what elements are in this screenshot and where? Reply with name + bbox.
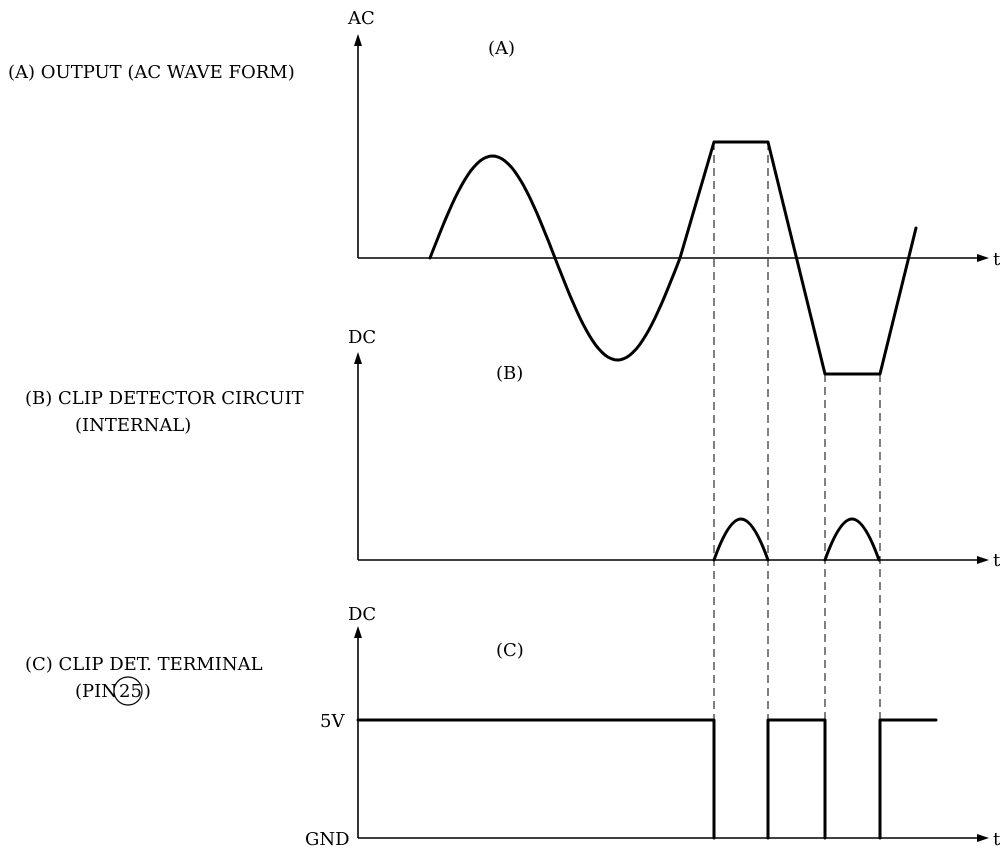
level-gnd-label: GND: [305, 829, 350, 850]
clip-detect-pulse-1: [712, 517, 770, 562]
panel-c-x-axis-label: t: [993, 829, 1001, 850]
level-5v-label: 5V: [320, 711, 345, 732]
panel-b-side-label-line2: (INTERNAL): [75, 415, 191, 436]
panel-c: DC (C) CLIP DET. TERMINAL (PIN 25) (C) 5V…: [25, 604, 1001, 850]
panel-a-x-axis-label: t: [993, 249, 1001, 270]
timing-guides: [713, 142, 881, 838]
ac-output-waveform: [428, 140, 918, 376]
panel-b-x-axis-arrow: [977, 556, 989, 564]
pin-number-circle: [113, 676, 143, 706]
panel-b-x-axis-label: t: [993, 550, 1001, 571]
pin-label-suffix: ): [144, 681, 151, 702]
panel-a-tag: (A): [488, 38, 515, 59]
panel-a-y-axis-label: AC: [347, 8, 375, 29]
panel-c-x-axis-arrow: [977, 834, 989, 842]
panel-c-tag: (C): [496, 640, 524, 661]
panel-a-side-label: (A) OUTPUT (AC WAVE FORM): [8, 62, 295, 83]
panel-c-y-axis-label: DC: [348, 604, 376, 625]
panel-b-y-axis-label: DC: [348, 327, 376, 348]
clip-det-terminal-waveform: [356, 718, 938, 840]
panel-b: DC (B) CLIP DETECTOR CIRCUIT (INTERNAL) …: [25, 327, 1001, 571]
panel-c-y-axis-arrow: [354, 626, 362, 638]
clip-detect-pulse-2: [823, 517, 881, 562]
panel-b-tag: (B): [496, 363, 523, 384]
panel-c-side-label-line2: (PIN 25): [75, 681, 151, 702]
panel-b-side-label-line1: (B) CLIP DETECTOR CIRCUIT: [25, 388, 304, 409]
panel-c-side-label-line1: (C) CLIP DET. TERMINAL: [25, 654, 263, 675]
panel-b-y-axis-arrow: [354, 352, 362, 364]
pin-label-prefix: (PIN: [75, 681, 117, 702]
panel-a: AC (A) OUTPUT (AC WAVE FORM) (A) t: [8, 8, 1001, 376]
panel-a-x-axis-arrow: [977, 254, 989, 262]
pin-number: 25: [119, 681, 142, 702]
panel-a-y-axis-arrow: [354, 34, 362, 46]
